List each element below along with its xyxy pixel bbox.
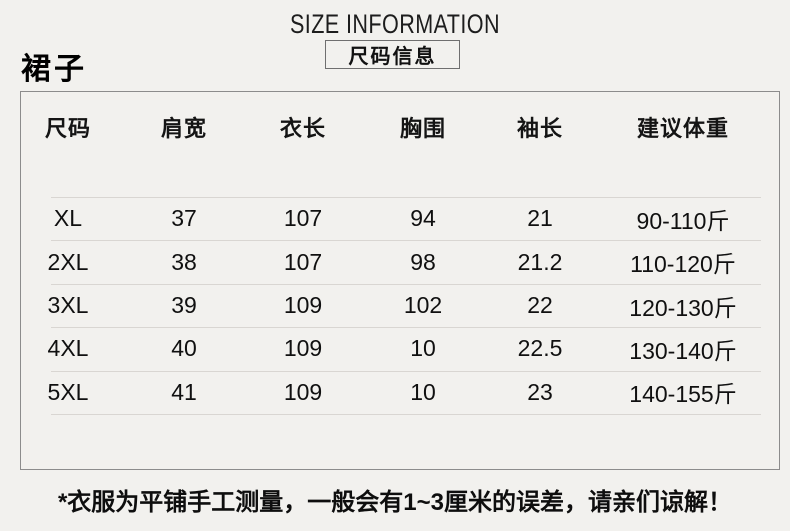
sleeve-value: 23 <box>527 378 553 405</box>
table-row-4xl: 4XL 40 109 10 22.5 130-140斤 <box>21 327 779 370</box>
length-value: 107 <box>283 248 323 275</box>
row-divider <box>51 327 761 328</box>
row-divider <box>51 197 761 198</box>
sleeve-value: 21.2 <box>517 248 563 275</box>
bust-value: 10 <box>410 378 436 405</box>
weight-value: 90-110斤 <box>636 207 730 234</box>
table-row-5xl: 5XL 41 109 10 23 140-155斤 <box>21 371 779 414</box>
measurement-note: *衣服为平铺手工测量，一般会有1~3厘米的误差，请亲们谅解！ <box>57 489 733 516</box>
row-divider <box>51 371 761 372</box>
shoulder-value: 39 <box>171 292 197 319</box>
table-row-xl: XL 37 107 94 21 90-110斤 <box>21 197 779 240</box>
size-value: XL <box>53 205 83 232</box>
table-row-3xl: 3XL 39 109 102 22 120-130斤 <box>21 284 779 327</box>
bust-value: 10 <box>410 335 436 362</box>
product-label: 裙子 <box>21 53 87 86</box>
column-header-weight: 建议体重 <box>636 116 729 141</box>
title-box: 尺码信息 <box>325 40 460 69</box>
length-value: 107 <box>283 205 323 232</box>
size-value: 3XL <box>47 292 89 319</box>
bust-value: 94 <box>410 205 436 232</box>
column-header-shoulder: 肩宽 <box>160 116 207 141</box>
weight-value: 110-120斤 <box>630 251 736 278</box>
title-box-label: 尺码信息 <box>348 46 437 68</box>
page-title: SIZE INFORMATION <box>290 9 500 39</box>
column-header-sleeve: 袖长 <box>516 116 563 141</box>
size-value: 4XL <box>47 335 89 362</box>
weight-value: 140-155斤 <box>629 381 737 408</box>
bust-value: 102 <box>403 292 443 319</box>
weight-value: 120-130斤 <box>629 294 737 321</box>
row-divider <box>51 284 761 285</box>
size-value: 5XL <box>47 378 89 405</box>
shoulder-value: 41 <box>171 378 197 405</box>
length-value: 109 <box>283 292 323 319</box>
sleeve-value: 21 <box>527 205 553 232</box>
table-header-row: 尺码 肩宽 衣长 胸围 袖长 建议体重 <box>21 92 779 162</box>
row-divider <box>51 414 761 415</box>
table-row-2xl: 2XL 38 107 98 21.2 110-120斤 <box>21 240 779 283</box>
shoulder-value: 37 <box>171 205 197 232</box>
shoulder-value: 38 <box>171 248 197 275</box>
weight-value: 130-140斤 <box>629 337 737 364</box>
length-value: 109 <box>283 335 323 362</box>
column-header-bust: 胸围 <box>399 116 446 141</box>
column-header-size: 尺码 <box>44 116 91 141</box>
length-value: 109 <box>283 378 323 405</box>
row-divider <box>51 240 761 241</box>
size-value: 2XL <box>47 248 89 275</box>
shoulder-value: 40 <box>171 335 197 362</box>
bust-value: 98 <box>410 248 436 275</box>
sleeve-value: 22 <box>527 292 553 319</box>
sleeve-value: 22.5 <box>517 335 563 362</box>
size-table: 尺码 肩宽 衣长 胸围 袖长 建议体重 XL 37 107 94 21 90-1… <box>20 91 780 470</box>
table-body: XL 37 107 94 21 90-110斤 2XL 38 107 98 21… <box>21 197 779 414</box>
column-header-length: 衣长 <box>279 116 326 141</box>
